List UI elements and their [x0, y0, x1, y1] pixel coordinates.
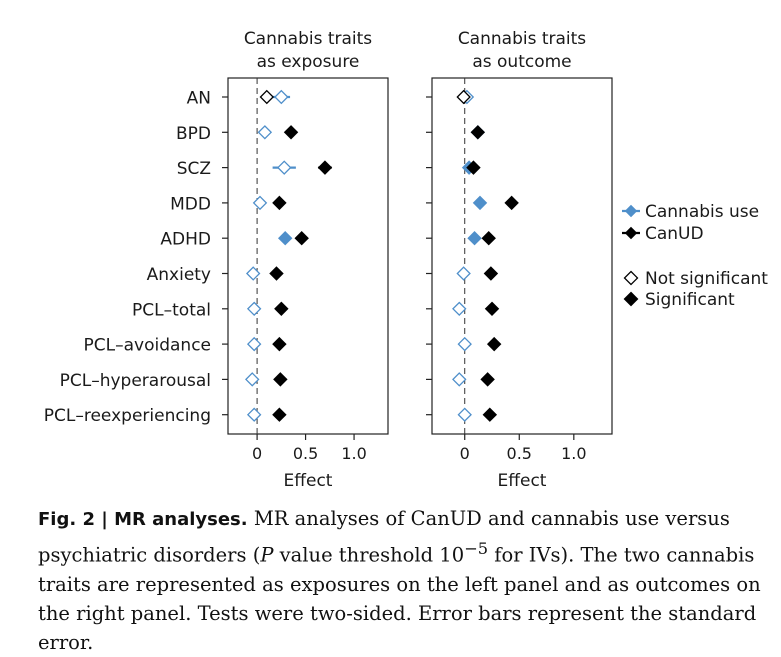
- panel-1-xtick-label-2: 1.0: [561, 444, 586, 463]
- panel-0-s0-point-3: [252, 195, 268, 211]
- panel-0-title-line2: as exposure: [257, 52, 360, 72]
- legend-series-label-0: Cannabis use: [645, 202, 759, 222]
- panel-1-s1-point-7: [486, 336, 502, 352]
- row-label-3: MDD: [170, 194, 211, 214]
- panel-1-title-line2: as outcome: [472, 52, 571, 72]
- panel-0-s1-point-3: [272, 195, 287, 211]
- caption-text-2: value threshold 10: [273, 543, 465, 567]
- panel-0-xtick-label-0: 0: [252, 444, 262, 463]
- caption-label: Fig. 2 | MR analyses.: [38, 509, 248, 530]
- panel-0-s0-point-5: [245, 266, 261, 281]
- panel-0-s1-point-9: [272, 407, 287, 422]
- panel-0-s1-point-7: [272, 336, 287, 352]
- panel-0-s0-point-9: [246, 407, 262, 422]
- panel-1-s0-point-6: [452, 301, 467, 317]
- panel-0-s0-point-4: [277, 230, 293, 246]
- legend-marker-1: [623, 291, 639, 307]
- panel-1-s0-point-8: [452, 372, 467, 387]
- panel-1-s0-point-4: [467, 230, 482, 246]
- panel-1-s0-point-5: [456, 266, 471, 281]
- row-label-4: ADHD: [160, 230, 211, 250]
- panel-0-s0-point-8: [245, 372, 260, 387]
- row-label-0: AN: [187, 89, 211, 109]
- row-label-6: PCL–total: [132, 300, 211, 320]
- legend-marker-0: [623, 270, 639, 286]
- panel-1-s0-point-7: [457, 336, 472, 352]
- panel-0-frame: [227, 77, 389, 435]
- panel-1-title-line1: Cannabis traits: [458, 29, 586, 49]
- panel-1-s1-point-3: [504, 195, 519, 211]
- panel-1-frame: [431, 77, 613, 435]
- legend-series-marker-1: [624, 226, 638, 240]
- panel-1-s1-point-6: [484, 301, 500, 317]
- panel-0-s1-point-6: [274, 301, 289, 317]
- panel-0-s0-point-0: [274, 89, 289, 105]
- row-label-8: PCL–hyperarousal: [60, 371, 211, 391]
- panel-1-s1-point-2: [466, 160, 481, 175]
- panel-1-s1-point-1: [470, 125, 486, 140]
- legend-series-label-1: CanUD: [645, 224, 704, 244]
- figure-caption: Fig. 2 | MR analyses. MR analyses of Can…: [38, 504, 768, 657]
- panel-1-s1-point-8: [480, 372, 495, 387]
- panel-0-s1-point-2: [317, 160, 333, 175]
- panel-1-xlabel: Effect: [498, 471, 547, 491]
- legend-marker-label-1: Significant: [645, 290, 735, 310]
- panel-1-s0-point-3: [472, 195, 488, 211]
- panel-0-xtick-label-1: 0.5: [293, 444, 318, 463]
- panel-1-xtick-label-0: 0: [460, 444, 470, 463]
- row-label-9: PCL–reexperiencing: [44, 406, 211, 426]
- row-label-5: Anxiety: [147, 265, 211, 285]
- panel-1-s1-point-4: [481, 230, 496, 246]
- panel-0-s0-point-2: [277, 160, 292, 175]
- forest-plot-figure: AN BPD SCZ MDD ADHD Anxiety PCL–total PCL–avoid…: [44, 29, 769, 491]
- caption-text-1: MR analyses of CanUD and cannabis use ve…: [38, 507, 730, 567]
- panel-0-s1-point-0: [259, 89, 275, 105]
- legend-series-marker-0: [624, 204, 638, 218]
- panel-1-s0-point-9: [457, 407, 472, 422]
- panel-0-s1-point-1: [283, 125, 299, 140]
- row-label-2: SCZ: [177, 159, 211, 179]
- row-label-7: PCL–avoidance: [84, 336, 211, 356]
- panel-0-s1-point-8: [273, 372, 288, 387]
- row-label-1: BPD: [176, 124, 211, 144]
- panel-1-s1-point-0: [456, 89, 471, 105]
- panel-0-xlabel: Effect: [284, 471, 333, 491]
- caption-superscript: −5: [464, 539, 489, 558]
- panel-0-title-line1: Cannabis traits: [244, 29, 372, 49]
- panel-1-s1-point-9: [482, 407, 498, 422]
- caption-p-italic: P: [260, 543, 274, 567]
- panel-0-s0-point-7: [246, 336, 262, 352]
- panel-1-xtick-label-1: 0.5: [507, 444, 532, 463]
- panel-0-s0-point-1: [257, 125, 273, 140]
- panel-0-s0-point-6: [246, 301, 262, 317]
- legend-marker-label-0: Not significant: [645, 269, 768, 289]
- panel-1-s1-point-5: [483, 266, 499, 281]
- panel-0-xtick-label-2: 1.0: [341, 444, 366, 463]
- panel-0-s1-point-4: [294, 230, 309, 246]
- panel-0-s1-point-5: [269, 266, 284, 281]
